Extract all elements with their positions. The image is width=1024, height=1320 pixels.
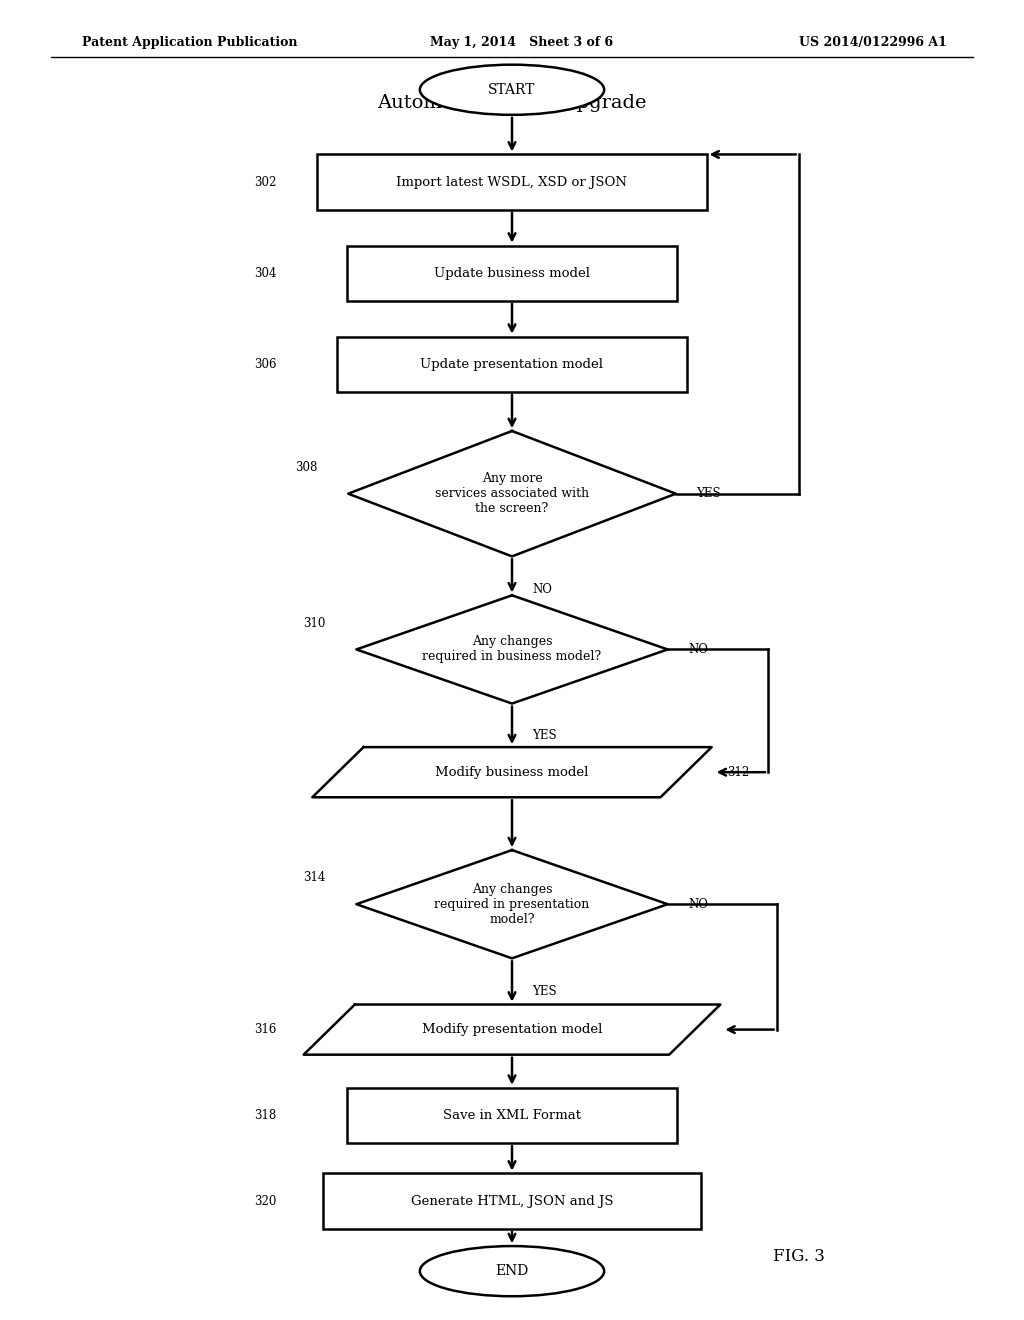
- Text: YES: YES: [696, 487, 721, 500]
- Text: NO: NO: [688, 643, 708, 656]
- Text: NO: NO: [532, 582, 552, 595]
- Text: 304: 304: [254, 267, 276, 280]
- Text: START: START: [488, 83, 536, 96]
- Polygon shape: [348, 430, 676, 557]
- Text: 318: 318: [254, 1109, 276, 1122]
- Polygon shape: [356, 595, 668, 704]
- Text: Generate HTML, JSON and JS: Generate HTML, JSON and JS: [411, 1195, 613, 1208]
- Text: 310: 310: [303, 616, 326, 630]
- Text: 314: 314: [303, 871, 326, 884]
- Ellipse shape: [420, 65, 604, 115]
- Polygon shape: [356, 850, 668, 958]
- Text: Save in XML Format: Save in XML Format: [443, 1109, 581, 1122]
- Text: Update business model: Update business model: [434, 267, 590, 280]
- FancyBboxPatch shape: [346, 1088, 678, 1143]
- Text: Update presentation model: Update presentation model: [421, 358, 603, 371]
- Text: 320: 320: [254, 1195, 276, 1208]
- Text: May 1, 2014   Sheet 3 of 6: May 1, 2014 Sheet 3 of 6: [430, 36, 613, 49]
- Text: 312: 312: [727, 766, 750, 779]
- Polygon shape: [312, 747, 712, 797]
- Text: FIG. 3: FIG. 3: [773, 1249, 824, 1265]
- FancyBboxPatch shape: [337, 337, 687, 392]
- Text: YES: YES: [532, 730, 557, 742]
- Text: 308: 308: [295, 461, 317, 474]
- Text: 302: 302: [254, 176, 276, 189]
- FancyBboxPatch shape: [324, 1173, 700, 1229]
- Text: 316: 316: [254, 1023, 276, 1036]
- Text: YES: YES: [532, 986, 557, 998]
- Text: Any changes
required in business model?: Any changes required in business model?: [423, 635, 601, 664]
- Text: Modify business model: Modify business model: [435, 766, 589, 779]
- Text: US 2014/0122996 A1: US 2014/0122996 A1: [799, 36, 946, 49]
- FancyBboxPatch shape: [317, 154, 707, 210]
- Text: Any more
services associated with
the screen?: Any more services associated with the sc…: [435, 473, 589, 515]
- Text: NO: NO: [688, 898, 708, 911]
- Text: 306: 306: [254, 358, 276, 371]
- Text: Patent Application Publication: Patent Application Publication: [82, 36, 297, 49]
- Ellipse shape: [420, 1246, 604, 1296]
- Text: Automatic Screen Upgrade: Automatic Screen Upgrade: [377, 94, 647, 112]
- Polygon shape: [303, 1005, 721, 1055]
- FancyBboxPatch shape: [346, 246, 678, 301]
- Text: Any changes
required in presentation
model?: Any changes required in presentation mod…: [434, 883, 590, 925]
- Text: Import latest WSDL, XSD or JSON: Import latest WSDL, XSD or JSON: [396, 176, 628, 189]
- Text: END: END: [496, 1265, 528, 1278]
- Text: Modify presentation model: Modify presentation model: [422, 1023, 602, 1036]
